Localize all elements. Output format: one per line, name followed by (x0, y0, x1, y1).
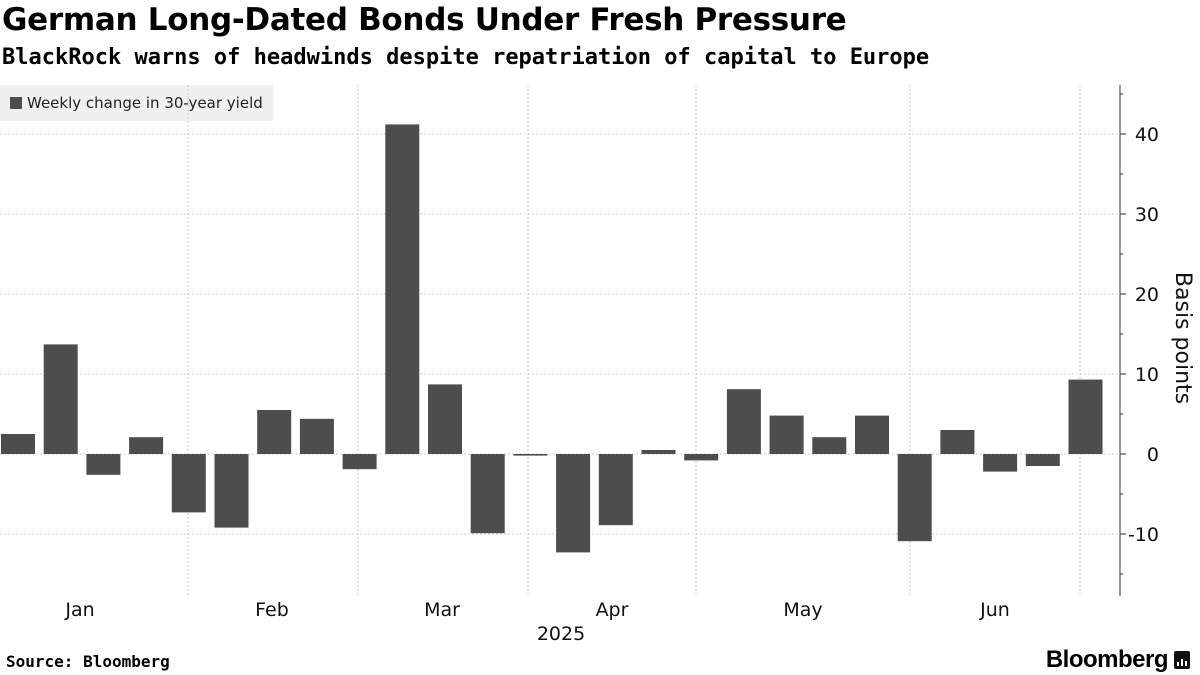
chart-title: German Long-Dated Bonds Under Fresh Pres… (2, 2, 847, 38)
bar (641, 450, 676, 454)
bar (556, 454, 591, 553)
bar (513, 454, 548, 456)
y-tick-label: -10 (1128, 524, 1159, 546)
bar (1025, 454, 1060, 466)
source-note: Source: Bloomberg (6, 652, 170, 671)
bar (983, 454, 1018, 472)
bar (684, 454, 719, 461)
bar (342, 454, 377, 470)
bar (812, 437, 847, 454)
bar (470, 454, 505, 534)
x-tick-label: Jun (979, 599, 1010, 621)
legend-label: Weekly change in 30-year yield (27, 94, 263, 112)
bar (1, 434, 35, 454)
bar (769, 415, 804, 454)
y-tick-label: 0 (1147, 444, 1159, 466)
bar (171, 454, 206, 513)
x-tick-label: Jan (64, 599, 94, 621)
bar (129, 437, 164, 454)
bar (940, 430, 975, 454)
y-tick-label: 40 (1135, 124, 1159, 146)
bar (299, 418, 334, 454)
x-tick-label: Feb (255, 599, 289, 621)
bar (726, 389, 761, 454)
x-tick-label: Apr (596, 599, 629, 621)
x-tick-label: May (783, 599, 822, 621)
bar (428, 384, 462, 454)
bar (897, 454, 932, 542)
legend-swatch (10, 97, 22, 109)
brand-name: Bloomberg (1045, 646, 1169, 673)
bar-layer (1, 124, 1103, 553)
bar (43, 344, 78, 454)
x-axis-label: 2025 (537, 623, 585, 645)
bar (385, 124, 420, 455)
bar (598, 454, 633, 526)
bloomberg-logo: Bloomberg (1046, 646, 1190, 674)
x-tick-label: Mar (424, 599, 460, 621)
y-tick-label: 30 (1135, 204, 1159, 226)
legend: Weekly change in 30-year yield (0, 85, 273, 121)
bloomberg-terminal-icon (1174, 651, 1190, 669)
axis-layer: -10 0 10 20 30 40 Jan Feb Mar Apr May Jun (64, 85, 1159, 621)
bar (855, 415, 889, 454)
y-axis-label: Basis points (1170, 272, 1195, 404)
bar (1068, 379, 1103, 454)
y-tick-label: 20 (1135, 284, 1159, 306)
y-tick-label: 10 (1135, 364, 1159, 386)
chart-subtitle: BlackRock warns of headwinds despite rep… (2, 45, 930, 70)
bar (257, 410, 292, 454)
bar (214, 454, 249, 528)
bar (86, 454, 121, 475)
